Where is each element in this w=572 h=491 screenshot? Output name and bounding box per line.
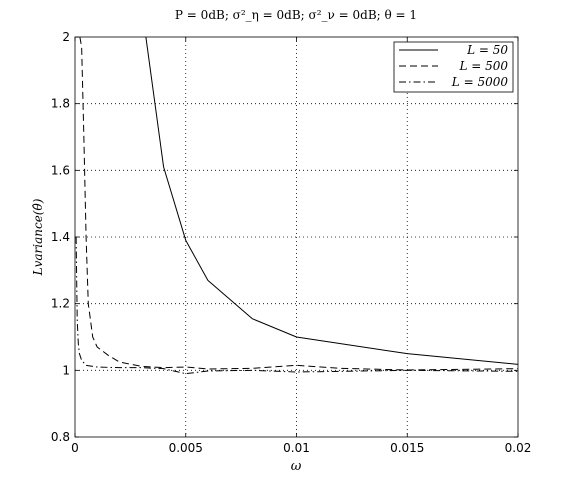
y-tick-label: 1.2	[51, 297, 70, 311]
chart-title: P = 0dB; σ²_η = 0dB; σ²_ν = 0dB; θ = 1	[175, 8, 417, 22]
legend-entry-label: L = 5000	[451, 75, 509, 89]
series-line-solid	[145, 37, 518, 365]
grid-lines	[75, 37, 518, 437]
y-axis-ticks: 0.8 1 1.2 1.4 1.6 1.8 2	[51, 30, 518, 444]
y-tick-label: 1	[62, 363, 70, 377]
series-line-dashdot	[75, 236, 518, 375]
x-tick-label: 0.015	[390, 441, 424, 455]
x-tick-label: 0	[71, 441, 79, 455]
x-tick-label: 0.005	[169, 441, 203, 455]
y-axis-label: Lvariance(θ̂)	[31, 198, 45, 276]
series-line-dashed	[79, 37, 518, 371]
y-tick-label: 1.8	[51, 97, 70, 111]
y-tick-label: 2	[62, 30, 70, 44]
x-axis-label: ω	[291, 459, 302, 474]
y-tick-label: 0.8	[51, 430, 70, 444]
legend-entry-label: L = 500	[458, 59, 508, 73]
legend-items: L = 50 L = 500 L = 5000	[399, 43, 508, 89]
y-tick-label: 1.4	[51, 230, 70, 244]
x-axis-ticks: 0 0.005 0.01 0.015 0.02	[71, 37, 531, 455]
legend-entry-label: L = 50	[466, 43, 508, 57]
legend: L = 50 L = 500 L = 5000	[393, 41, 514, 93]
series-lines	[75, 37, 518, 375]
x-tick-label: 0.02	[505, 441, 532, 455]
x-tick-label: 0.01	[283, 441, 310, 455]
y-tick-label: 1.6	[51, 163, 70, 177]
